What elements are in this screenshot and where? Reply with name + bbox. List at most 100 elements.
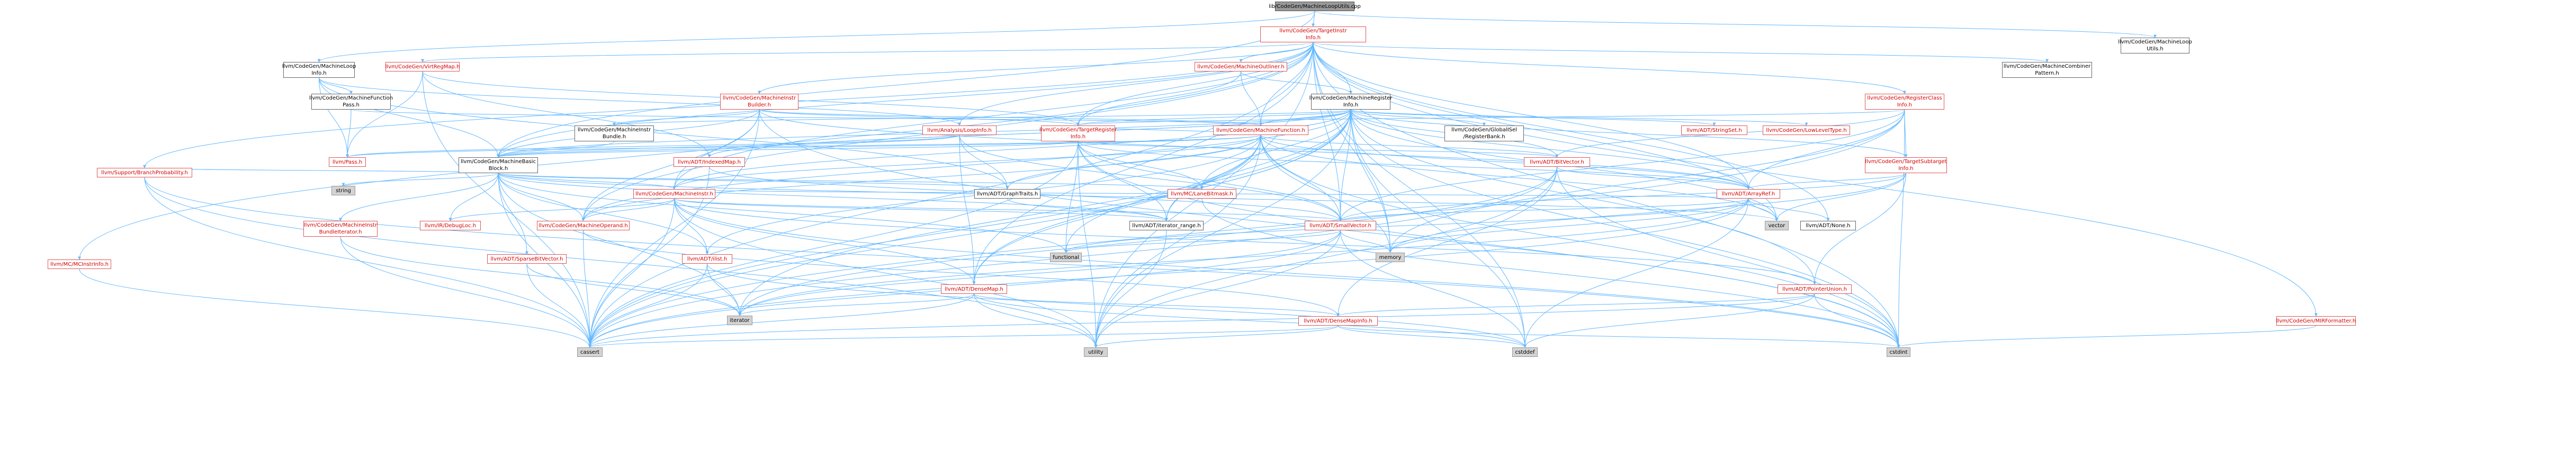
edge-dmi-to-cstddef — [1338, 326, 1525, 347]
edge-ilist-to-cassert — [590, 264, 707, 347]
edge-arrayref-to-vector — [1748, 199, 1777, 221]
edge-mi-to-mop — [584, 199, 675, 221]
edge-dmi-to-utility — [1096, 326, 1339, 347]
node-pass[interactable]: llvm/Pass.h — [329, 157, 366, 167]
node-cstddef: cstddef — [1512, 347, 1538, 357]
node-utility: utility — [1084, 347, 1108, 357]
edge-mri-to-mf — [1261, 110, 1351, 126]
node-tsi[interactable]: llvm/CodeGen/TargetSubtarget Info.h — [1865, 157, 1947, 173]
edge-tii-to-mcinst — [79, 42, 1313, 259]
edge-densemap-to-utility — [974, 294, 1096, 347]
node-mibundle[interactable]: llvm/CodeGen/MachineInstr Bundle.h — [575, 126, 654, 141]
node-none[interactable]: llvm/ADT/None.h — [1800, 221, 1856, 230]
node-sbv[interactable]: llvm/ADT/SparseBitVector.h — [487, 254, 567, 264]
node-ilist[interactable]: llvm/ADT/ilist.h — [682, 254, 732, 264]
node-arrayref[interactable]: llvm/ADT/ArrayRef.h — [1717, 189, 1780, 199]
edge-mri-to-strset — [1351, 110, 1715, 126]
edge-tri-to-utility — [1078, 141, 1096, 347]
node-mib[interactable]: llvm/CodeGen/MachineInstr Builder.h — [720, 94, 798, 110]
node-sbp[interactable]: llvm/Support/BranchProbability.h — [97, 168, 192, 177]
edge-mf-to-vector — [1261, 135, 1777, 221]
node-string: string — [331, 186, 355, 195]
node-cassert: cassert — [577, 347, 603, 357]
node-mout[interactable]: llvm/CodeGen/MachineOutliner.h — [1195, 62, 1287, 71]
edge-ali-to-smallvec — [959, 135, 1341, 221]
node-mibi[interactable]: llvm/CodeGen/MachineInstr BundleIterator… — [303, 221, 378, 237]
edge-mbb-to-lanebm — [498, 173, 1202, 189]
edge-tri-to-cassert — [590, 141, 1078, 347]
node-llt[interactable]: llvm/CodeGen/LowLevelType.h — [1763, 126, 1850, 135]
node-ptrunion[interactable]: llvm/ADT/PointerUnion.h — [1778, 284, 1852, 294]
node-mli[interactable]: llvm/CodeGen/MachineLoop Info.h — [283, 62, 355, 78]
node-root[interactable]: lib/CodeGen/MachineLoopUtils.cpp — [1275, 2, 1354, 11]
node-mcp[interactable]: llvm/CodeGen/MachineCombiner Pattern.h — [2002, 62, 2092, 78]
edge-smallvec-to-iterator — [740, 230, 1341, 316]
edge-rci-to-tri — [1078, 110, 1905, 126]
edge-ali-to-densemap — [959, 135, 974, 284]
edge-mirfmt-to-cstdint — [1899, 326, 2317, 347]
node-cstdint: cstdint — [1887, 347, 1910, 357]
node-tii[interactable]: llvm/CodeGen/TargetInstr Info.h — [1260, 26, 1366, 42]
node-ali[interactable]: llvm/Analysis/LoopInfo.h — [922, 126, 997, 135]
node-mbb[interactable]: llvm/CodeGen/MachineBasic Block.h — [459, 157, 538, 173]
node-rci[interactable]: llvm/CodeGen/RegisterClass Info.h — [1865, 94, 1944, 110]
edge-mi-to-irange — [675, 199, 1167, 221]
node-mri[interactable]: llvm/CodeGen/MachineRegister Info.h — [1311, 94, 1390, 110]
node-mirfmt[interactable]: llvm/CodeGen/MIRFormatter.h — [2276, 316, 2356, 326]
edge-mbb-to-ilist — [498, 173, 707, 254]
node-smallvec[interactable]: llvm/ADT/SmallVector.h — [1305, 221, 1376, 230]
node-debugloc[interactable]: llvm/IR/DebugLoc.h — [420, 221, 481, 230]
node-mfp[interactable]: llvm/CodeGen/MachineFunction Pass.h — [311, 94, 391, 110]
edge-mbb-to-sbv — [498, 173, 527, 254]
node-irange[interactable]: llvm/ADT/iterator_range.h — [1129, 221, 1204, 230]
edge-mbb-to-sbp — [145, 168, 498, 173]
node-graph[interactable]: llvm/ADT/GraphTraits.h — [974, 189, 1040, 199]
edge-smallvec-to-utility — [1096, 230, 1341, 347]
edge-ptrunion-to-cstdint — [1815, 294, 1899, 347]
edge-mi-to-smallvec — [675, 199, 1341, 221]
edge-arrayref-to-cstddef — [1525, 199, 1748, 347]
node-dmi[interactable]: llvm/ADT/DenseMapInfo.h — [1298, 316, 1378, 326]
edge-tsi-to-memory — [1390, 173, 1906, 253]
edge-mib-to-arrayref — [759, 110, 1748, 189]
node-mf[interactable]: llvm/CodeGen/MachineFunction.h — [1213, 126, 1308, 135]
edge-ptrunion-to-dmi — [1338, 294, 1815, 316]
edge-vrm-to-imap — [423, 71, 710, 157]
edge-tii-to-mirfmt — [1313, 42, 2316, 316]
node-bitvec[interactable]: llvm/ADT/BitVector.h — [1524, 157, 1590, 167]
node-tri[interactable]: llvm/CodeGen/TargetRegister Info.h — [1041, 126, 1115, 141]
node-densemap[interactable]: llvm/ADT/DenseMap.h — [941, 284, 1007, 294]
edge-mf-to-cassert — [590, 135, 1261, 347]
node-imap[interactable]: llvm/ADT/IndexedMap.h — [674, 157, 745, 167]
edge-mop-to-dmi — [584, 230, 1339, 316]
node-mi[interactable]: llvm/CodeGen/MachineInstr.h — [633, 189, 715, 199]
edge-bitvec-to-iterator — [740, 167, 1557, 316]
node-vector: vector — [1765, 221, 1789, 230]
edge-mbb-to-string — [344, 173, 499, 186]
node-functional: functional — [1050, 253, 1082, 262]
node-strset[interactable]: llvm/ADT/StringSet.h — [1681, 126, 1747, 135]
node-vrm[interactable]: llvm/CodeGen/VirtRegMap.h — [385, 62, 460, 71]
edge-densemap-to-dmi — [974, 294, 1339, 316]
node-mlu[interactable]: llvm/CodeGen/MachineLoop Utils.h — [2121, 38, 2189, 53]
node-lanebm[interactable]: llvm/MC/LaneBitmask.h — [1168, 189, 1236, 199]
edge-densemap-to-cstddef — [974, 294, 1525, 347]
edge-mf-to-memory — [1261, 135, 1390, 253]
edge-tii-to-rci — [1313, 42, 1905, 94]
edge-mib-to-mibundle — [614, 110, 759, 126]
edge-dmi-to-cassert — [590, 326, 1338, 347]
node-mop[interactable]: llvm/CodeGen/MachineOperand.h — [537, 221, 630, 230]
edge-vrm-to-pass — [347, 71, 423, 157]
edge-tri-to-arrayref — [1078, 141, 1748, 189]
edge-mri-to-tri — [1078, 110, 1351, 126]
node-mcinst[interactable]: llvm/MC/MCInstrInfo.h — [48, 259, 111, 269]
edge-mli-to-mbb — [319, 78, 499, 157]
edge-mli-to-ali — [319, 78, 960, 126]
edge-sbp-to-utility — [145, 177, 1096, 347]
edge-mi-to-ptrunion — [675, 199, 1815, 284]
edge-root-to-mli — [319, 11, 1315, 62]
node-gisel[interactable]: llvm/CodeGen/GlobalISel /RegisterBank.h — [1444, 126, 1524, 141]
edge-mli-to-pass — [319, 78, 348, 157]
edge-mbb-to-graph — [498, 173, 1008, 189]
